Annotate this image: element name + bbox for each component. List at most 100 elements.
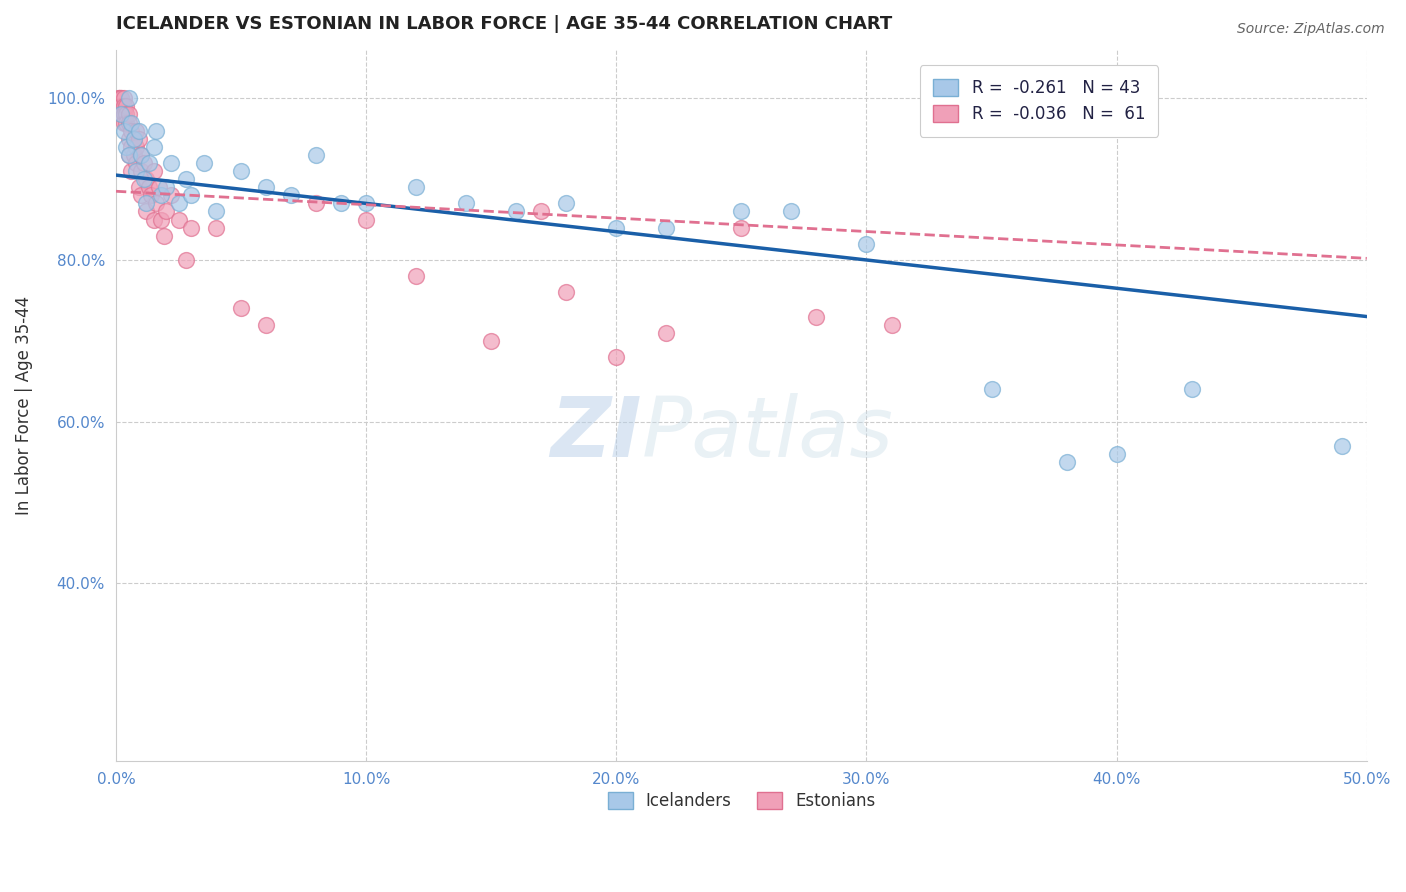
Point [115, 115, 138, 129]
Point [120, 140, 142, 154]
Point [605, 220, 627, 235]
Point [1181, 382, 1204, 396]
Point [180, 220, 202, 235]
Point [530, 204, 553, 219]
Point [167, 196, 190, 211]
Point [479, 334, 502, 348]
Point [655, 326, 678, 340]
Point [152, 228, 174, 243]
Point [330, 196, 353, 211]
Point [120, 164, 142, 178]
Point [167, 212, 190, 227]
Point [120, 123, 142, 137]
Text: Patlas: Patlas [641, 393, 893, 475]
Point [122, 132, 145, 146]
Point [110, 99, 132, 113]
Point [112, 99, 135, 113]
Point [205, 204, 228, 219]
Point [135, 196, 157, 211]
Point [148, 180, 170, 194]
Point [354, 196, 377, 211]
Point [125, 123, 148, 137]
Point [129, 188, 152, 202]
Point [405, 269, 427, 284]
Point [110, 91, 132, 105]
Point [142, 212, 165, 227]
Point [174, 172, 197, 186]
Text: Source: ZipAtlas.com: Source: ZipAtlas.com [1237, 22, 1385, 37]
Point [254, 318, 277, 332]
Point [150, 188, 173, 202]
Point [122, 148, 145, 162]
Point [145, 123, 167, 137]
Point [135, 172, 157, 186]
Point [112, 107, 135, 121]
Point [107, 91, 129, 105]
Point [135, 204, 157, 219]
Point [107, 91, 129, 105]
Point [730, 220, 752, 235]
Point [229, 164, 252, 178]
Point [145, 196, 167, 211]
Point [112, 115, 135, 129]
Legend: Icelanders, Estonians: Icelanders, Estonians [600, 785, 882, 817]
Point [117, 132, 139, 146]
Text: ZI: ZI [550, 393, 641, 475]
Y-axis label: In Labor Force | Age 35-44: In Labor Force | Age 35-44 [15, 296, 32, 515]
Point [138, 180, 160, 194]
Point [138, 156, 160, 170]
Point [205, 220, 228, 235]
Point [117, 115, 139, 129]
Point [115, 140, 138, 154]
Point [505, 204, 527, 219]
Point [117, 148, 139, 162]
Point [117, 91, 139, 105]
Point [155, 204, 177, 219]
Point [139, 188, 162, 202]
Point [117, 107, 139, 121]
Point [112, 123, 135, 137]
Point [150, 212, 173, 227]
Point [129, 148, 152, 162]
Point [174, 252, 197, 267]
Point [128, 132, 150, 146]
Point [1330, 439, 1353, 453]
Point [605, 350, 627, 364]
Point [125, 164, 148, 178]
Point [806, 310, 828, 324]
Point [730, 204, 752, 219]
Point [107, 91, 129, 105]
Point [405, 180, 427, 194]
Point [128, 180, 150, 194]
Point [280, 188, 302, 202]
Point [110, 91, 132, 105]
Point [254, 180, 277, 194]
Point [155, 180, 177, 194]
Point [125, 140, 148, 154]
Point [1056, 455, 1078, 469]
Point [780, 204, 803, 219]
Point [193, 156, 215, 170]
Point [142, 140, 165, 154]
Point [129, 148, 152, 162]
Point [128, 123, 150, 137]
Point [305, 148, 328, 162]
Point [980, 382, 1002, 396]
Point [160, 156, 183, 170]
Point [122, 132, 145, 146]
Point [115, 107, 138, 121]
Point [1105, 447, 1128, 461]
Text: ICELANDER VS ESTONIAN IN LABOR FORCE | AGE 35-44 CORRELATION CHART: ICELANDER VS ESTONIAN IN LABOR FORCE | A… [117, 15, 893, 33]
Point [229, 301, 252, 316]
Point [160, 188, 183, 202]
Point [180, 188, 202, 202]
Point [110, 107, 132, 121]
Point [125, 156, 148, 170]
Point [115, 99, 138, 113]
Point [456, 196, 478, 211]
Point [555, 196, 578, 211]
Point [132, 172, 155, 186]
Point [305, 196, 328, 211]
Point [655, 220, 678, 235]
Point [110, 107, 132, 121]
